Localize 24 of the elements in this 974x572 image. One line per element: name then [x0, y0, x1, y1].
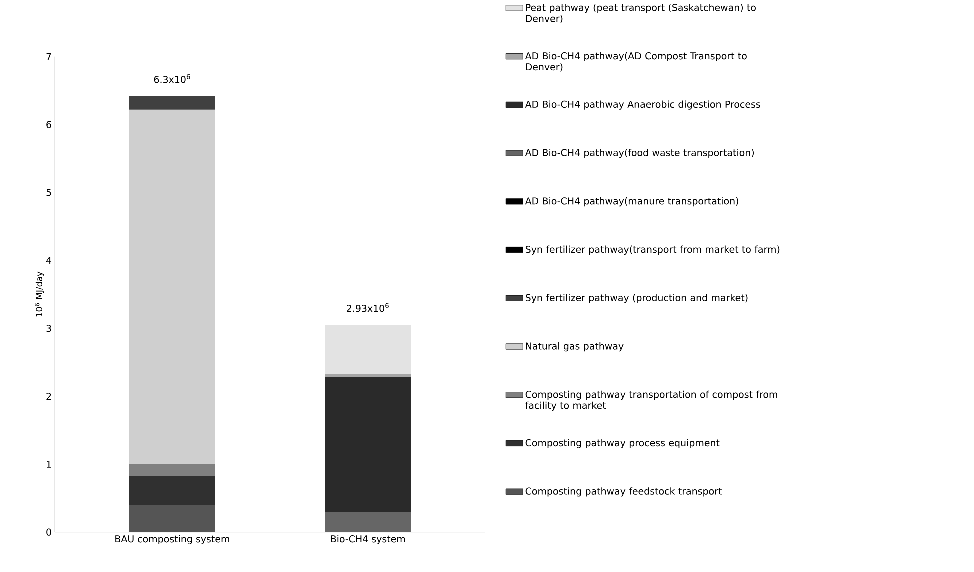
y-axis-title: 10$^{6}$ MJ/day [35, 272, 44, 316]
annotation: 2.93x10$^{6}$ [347, 303, 389, 312]
legend-label: AD Bio-CH4 pathway Anaerobic digestion Process [525, 100, 760, 110]
legend-label: Syn fertilizer pathway (production and market) [526, 294, 748, 304]
legend-label: AD Bio-CH4 pathway(manure transportation) [525, 197, 738, 206]
legend-label: AD Bio-CH4 pathway(AD Compost Transport to Denver) [525, 52, 747, 72]
y-tick-label: 0 [46, 528, 52, 536]
annotation: 6.3x10$^{6}$ [154, 74, 190, 84]
x-tick-label: BAU composting system [116, 535, 230, 544]
y-tick-label: 1 [47, 460, 52, 468]
legend-label: AD Bio-CH4 pathway(food waste transportation) [525, 148, 754, 158]
y-tick-label: 2 [46, 392, 52, 400]
y-tick-label: 7 [46, 53, 52, 60]
y-tick-label: 6 [46, 121, 52, 128]
y-tick-label: 4 [46, 256, 52, 264]
legend-label: Composting pathway feedstock transport [526, 487, 722, 497]
x-tick-label: Bio-CH4 system [331, 535, 406, 544]
legend-label: Natural gas pathway [526, 342, 624, 352]
legend-label: Peat pathway (peat transport (Saskatchewan) to Denver) [526, 4, 756, 24]
legend-label: Composting pathway transportation of compost from facility to market [526, 390, 778, 411]
legend-label: Syn fertilizer pathway(transport from market to farm) [526, 246, 780, 255]
y-tick-label: 3 [46, 324, 52, 332]
legend-label: Composting pathway process equipment [526, 439, 720, 448]
y-tick-label: 5 [46, 188, 52, 196]
